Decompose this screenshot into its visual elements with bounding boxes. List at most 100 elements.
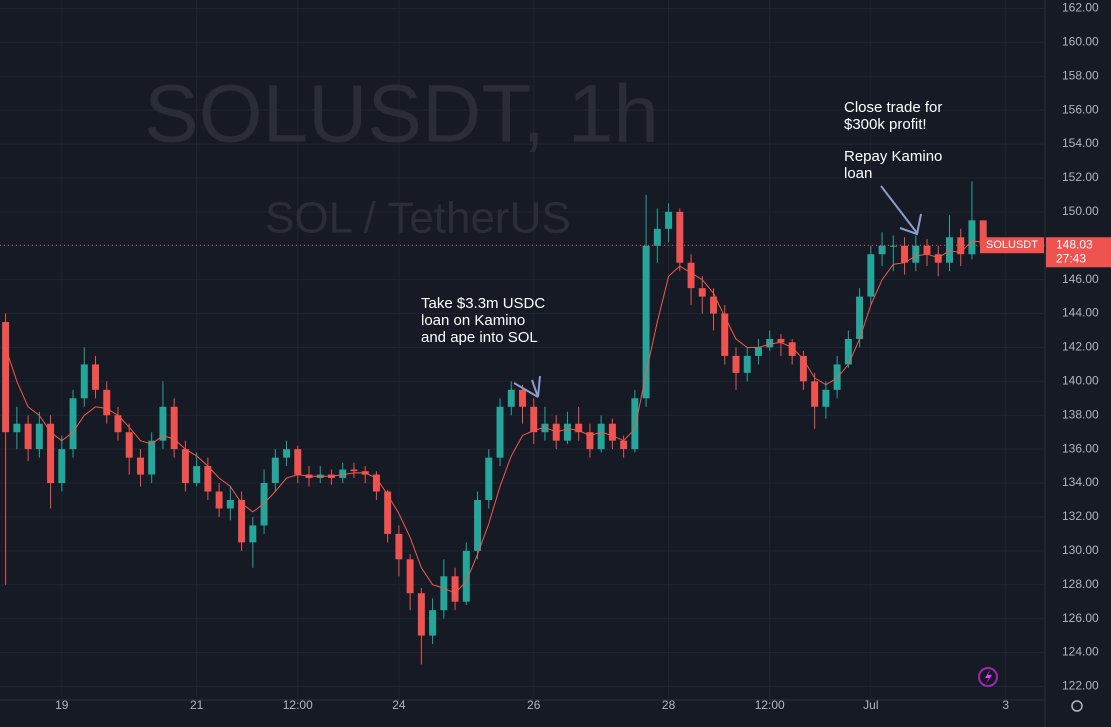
y-tick-label: 156.00 xyxy=(1062,102,1099,116)
candle-body xyxy=(934,254,942,263)
y-tick-label: 136.00 xyxy=(1062,441,1099,455)
candle-body xyxy=(743,355,751,373)
x-tick-label: Jul xyxy=(863,698,878,712)
candle-body xyxy=(912,245,920,263)
arrows xyxy=(513,185,922,398)
alert-bolt xyxy=(985,670,992,684)
candle-body xyxy=(754,347,762,356)
candle-body xyxy=(395,533,403,560)
y-tick-label: 134.00 xyxy=(1062,475,1099,489)
candle-body xyxy=(159,406,167,441)
candle-body xyxy=(125,432,133,458)
y-tick-label: 126.00 xyxy=(1062,611,1099,625)
candle-body xyxy=(226,500,234,509)
candle-body xyxy=(294,449,302,475)
candle-body xyxy=(979,220,987,246)
candle-body xyxy=(867,254,875,297)
candle-body xyxy=(710,296,718,314)
y-tick-label: 122.00 xyxy=(1062,679,1099,693)
x-tick-label: 21 xyxy=(190,698,204,712)
candle-body xyxy=(249,525,257,543)
candle-body xyxy=(563,423,571,441)
x-tick-label: 26 xyxy=(527,698,541,712)
candle-body xyxy=(58,449,66,484)
candle-body xyxy=(856,296,864,339)
y-tick-label: 128.00 xyxy=(1062,577,1099,591)
candle-body xyxy=(429,610,437,636)
candle-body xyxy=(777,338,785,343)
arrow-head xyxy=(531,375,541,398)
x-tick-label: 3 xyxy=(1002,698,1009,712)
candle-body xyxy=(889,245,897,247)
candle-body xyxy=(384,491,392,534)
y-tick-label: 138.00 xyxy=(1062,407,1099,421)
candle-body xyxy=(665,211,673,229)
candle-body xyxy=(451,576,459,602)
candle-body xyxy=(642,245,650,399)
x-tick-label: 12:00 xyxy=(755,698,785,712)
annotation: $300k profit! xyxy=(844,116,927,133)
annotation: Close trade for xyxy=(844,99,942,116)
moving-average xyxy=(5,240,984,594)
annotation: and ape into SOL xyxy=(421,329,538,346)
candle-body xyxy=(597,423,605,450)
candle-body xyxy=(878,245,886,255)
candle-body xyxy=(620,440,628,450)
y-tick-label: 144.00 xyxy=(1062,306,1099,320)
candle-body xyxy=(339,469,347,478)
candle-body xyxy=(114,415,122,433)
y-tick-label: 154.00 xyxy=(1062,136,1099,150)
x-tick-label: 28 xyxy=(662,698,676,712)
candle-body xyxy=(204,466,212,492)
candle-body xyxy=(946,237,953,263)
y-tick-label: 160.00 xyxy=(1062,35,1099,49)
candle-body xyxy=(676,211,684,263)
candle-body xyxy=(260,483,268,526)
candle-body xyxy=(47,423,55,484)
candle-body xyxy=(923,245,931,255)
candle-body xyxy=(136,457,144,475)
candle-body xyxy=(901,245,909,263)
candle-body xyxy=(957,237,965,255)
arrow xyxy=(880,185,918,234)
candle-body xyxy=(485,457,493,500)
candle-body xyxy=(653,228,661,246)
price-tag xyxy=(1046,237,1111,268)
y-tick-label: 142.00 xyxy=(1062,340,1099,354)
watermark-pair: SOL / TetherUS xyxy=(265,194,571,243)
plot xyxy=(0,181,1045,665)
candle-body xyxy=(417,593,425,636)
candle-body xyxy=(631,398,639,450)
candle-body xyxy=(732,355,740,373)
candle-body xyxy=(372,474,380,492)
candle-body xyxy=(92,364,99,390)
candle-body xyxy=(788,342,796,356)
countdown-label: 27:43 xyxy=(1056,251,1086,265)
candle-body xyxy=(541,423,549,433)
alert-icon[interactable] xyxy=(978,667,998,687)
symbol-tag-label: SOLUSDT xyxy=(986,239,1038,251)
candle-body xyxy=(766,338,774,348)
candle-body xyxy=(283,449,291,458)
y-tick-label: 130.00 xyxy=(1062,543,1099,557)
settings-icon[interactable] xyxy=(1071,700,1083,712)
candle-body xyxy=(687,262,695,289)
candle-body xyxy=(462,550,470,602)
candle-body xyxy=(238,500,246,543)
candle-body xyxy=(721,313,729,356)
candle-body xyxy=(80,364,88,399)
candle-body xyxy=(530,406,538,433)
x-tick-label: 12:00 xyxy=(283,698,313,712)
candle-body xyxy=(2,322,10,433)
candle-body xyxy=(811,381,819,407)
candle-body xyxy=(24,423,32,450)
candle-body xyxy=(193,466,201,484)
annotation: loan xyxy=(844,165,872,182)
candle-body xyxy=(833,364,841,390)
price-tag-label: 148.03 xyxy=(1056,237,1093,251)
annotation: loan on Kamino xyxy=(421,312,525,329)
y-tick-label: 124.00 xyxy=(1062,645,1099,659)
candle-body xyxy=(440,576,448,611)
